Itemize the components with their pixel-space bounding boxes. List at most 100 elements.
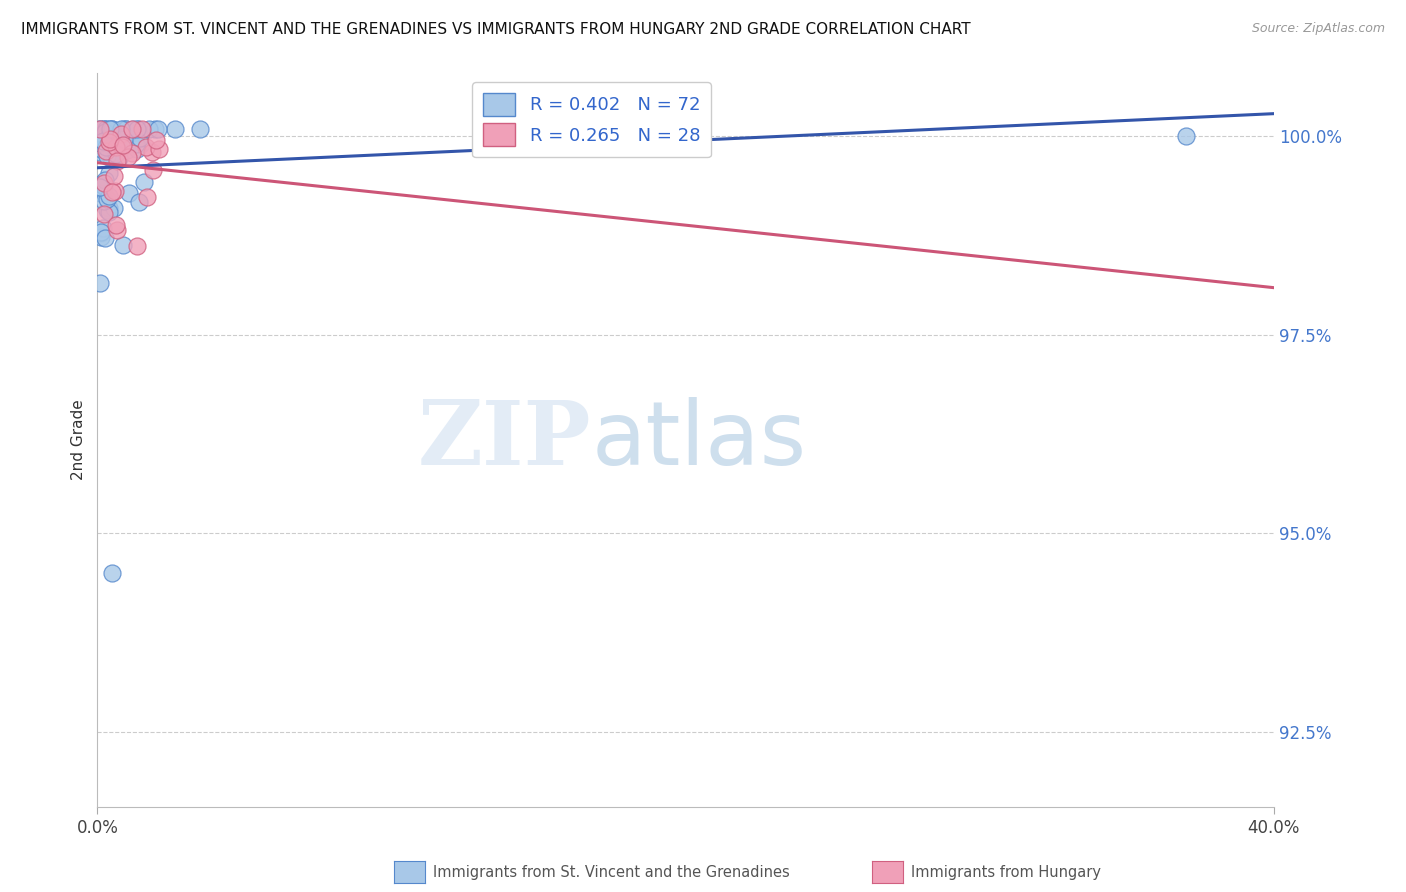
- Point: [98, 149, 121, 163]
- Point: [115, 121, 138, 136]
- Text: ZIP: ZIP: [418, 397, 592, 483]
- Point: [105, 153, 128, 168]
- Point: [112, 136, 135, 150]
- Point: [131, 121, 153, 136]
- Point: [94, 125, 117, 139]
- Point: [89, 145, 111, 159]
- Point: [96, 203, 118, 218]
- Point: [146, 121, 169, 136]
- Point: [136, 190, 159, 204]
- Point: [90, 229, 112, 244]
- Point: [93, 176, 115, 190]
- Legend: R = 0.402   N = 72, R = 0.265   N = 28: R = 0.402 N = 72, R = 0.265 N = 28: [472, 82, 711, 157]
- Point: [96, 192, 118, 206]
- Point: [115, 143, 138, 157]
- Point: [98, 121, 121, 136]
- Point: [98, 132, 121, 146]
- Point: [118, 186, 141, 200]
- Point: [111, 121, 134, 136]
- Point: [96, 121, 118, 136]
- Point: [89, 136, 111, 151]
- Point: [110, 121, 132, 136]
- Point: [105, 139, 128, 153]
- Text: atlas: atlas: [592, 397, 807, 483]
- Point: [108, 132, 131, 146]
- Point: [127, 121, 149, 136]
- Point: [93, 221, 115, 235]
- Point: [135, 139, 157, 153]
- Point: [121, 146, 143, 161]
- Point: [93, 134, 115, 148]
- Point: [97, 166, 120, 180]
- Point: [107, 151, 129, 165]
- Point: [112, 137, 135, 152]
- Point: [93, 121, 115, 136]
- Point: [127, 131, 149, 145]
- Point: [103, 145, 125, 159]
- Point: [127, 238, 149, 252]
- Point: [128, 131, 150, 145]
- Point: [122, 121, 145, 136]
- Point: [114, 121, 136, 136]
- Y-axis label: 2nd Grade: 2nd Grade: [72, 400, 86, 481]
- Point: [96, 145, 118, 159]
- Point: [127, 121, 149, 136]
- Point: [141, 145, 163, 159]
- Point: [98, 205, 121, 219]
- Point: [90, 142, 112, 156]
- Point: [98, 201, 121, 215]
- Point: [89, 276, 111, 290]
- Point: [94, 173, 117, 187]
- Text: Immigrants from St. Vincent and the Grenadines: Immigrants from St. Vincent and the Gren…: [433, 865, 790, 880]
- Point: [124, 124, 146, 138]
- Point: [94, 231, 117, 245]
- Point: [111, 140, 134, 154]
- Point: [90, 225, 112, 239]
- Point: [128, 194, 150, 209]
- Point: [90, 226, 112, 240]
- Point: [89, 186, 111, 201]
- Point: [142, 163, 165, 178]
- Point: [108, 128, 131, 142]
- Point: [111, 237, 134, 252]
- Point: [93, 178, 115, 193]
- Point: [97, 135, 120, 149]
- Point: [125, 142, 148, 156]
- Point: [101, 121, 124, 136]
- Point: [94, 140, 117, 154]
- Point: [89, 121, 111, 136]
- Point: [188, 121, 211, 136]
- Point: [89, 121, 111, 136]
- Point: [105, 223, 128, 237]
- Point: [96, 149, 118, 163]
- Text: Immigrants from Hungary: Immigrants from Hungary: [911, 865, 1101, 880]
- Point: [89, 177, 111, 191]
- Point: [125, 136, 148, 151]
- Point: [129, 136, 152, 151]
- Point: [97, 129, 120, 144]
- Point: [98, 145, 121, 159]
- Point: [1174, 129, 1197, 144]
- Point: [101, 121, 124, 136]
- Point: [98, 188, 121, 202]
- Point: [145, 133, 167, 147]
- Point: [148, 142, 170, 156]
- Point: [121, 121, 143, 136]
- Point: [103, 169, 125, 183]
- Point: [89, 121, 111, 136]
- Point: [104, 184, 127, 198]
- Text: IMMIGRANTS FROM ST. VINCENT AND THE GRENADINES VS IMMIGRANTS FROM HUNGARY 2ND GR: IMMIGRANTS FROM ST. VINCENT AND THE GREN…: [21, 22, 970, 37]
- Point: [98, 121, 121, 136]
- Point: [138, 121, 160, 136]
- Point: [93, 194, 115, 208]
- Point: [93, 121, 115, 136]
- Point: [132, 175, 155, 189]
- Point: [118, 125, 141, 139]
- Point: [89, 126, 111, 140]
- Point: [101, 566, 124, 580]
- Point: [105, 218, 128, 232]
- Point: [89, 179, 111, 194]
- Point: [112, 132, 135, 146]
- Point: [104, 147, 127, 161]
- Point: [110, 127, 132, 141]
